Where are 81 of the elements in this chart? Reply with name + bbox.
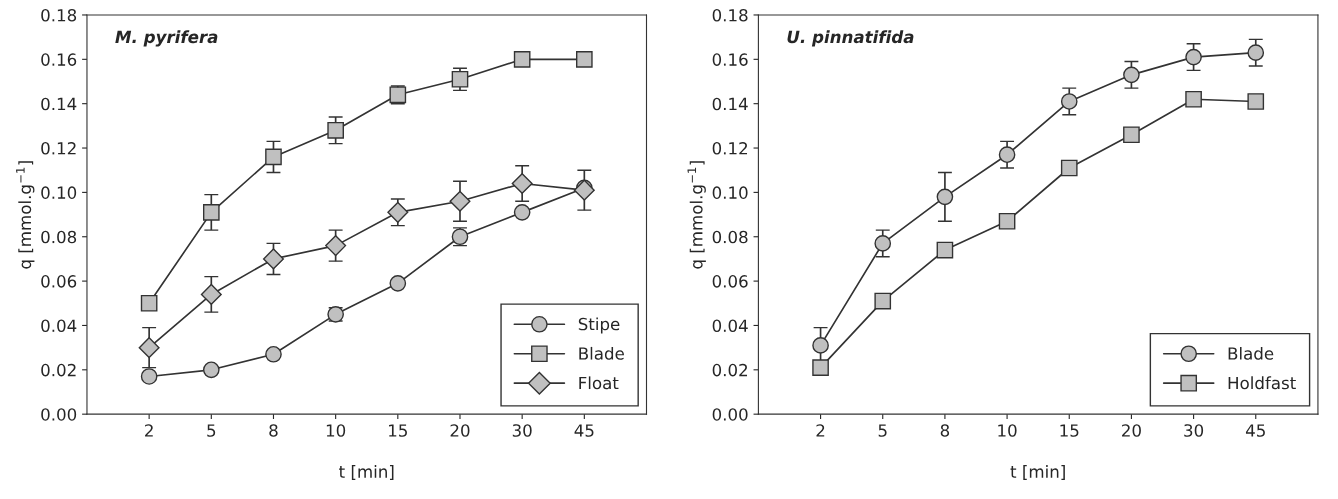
point [812, 359, 829, 376]
x-tick-label: 10 [998, 424, 1017, 437]
point [812, 337, 829, 354]
legend-label: Holdfast [1228, 376, 1296, 390]
y-tick-label: 0.16 [41, 53, 77, 66]
y-tick-label: 0.06 [712, 275, 748, 288]
y-tick-label: 0.04 [41, 319, 77, 333]
point [1247, 44, 1265, 62]
point [1123, 126, 1140, 144]
y-tick-label: 0.18 [712, 8, 748, 22]
point [874, 235, 892, 252]
point [998, 212, 1016, 230]
y-tick-label: 0.10 [712, 186, 748, 199]
point [449, 190, 471, 212]
x-tick-label: 8 [269, 424, 278, 437]
point [140, 294, 158, 312]
point [140, 368, 158, 385]
point [200, 283, 222, 305]
x-tick-label: 8 [940, 424, 950, 437]
point [1185, 48, 1202, 66]
x-tick-label: 20 [450, 424, 470, 437]
y-tick-label: 0.08 [41, 230, 77, 244]
y-tick-label: 0.10 [41, 186, 77, 199]
point [513, 50, 531, 68]
point [575, 50, 593, 68]
text: U. pinnatifida [787, 30, 914, 47]
point [265, 345, 282, 363]
x-tick-label: 45 [1245, 424, 1265, 437]
point [1185, 90, 1202, 108]
y-tick-label: 0.02 [712, 363, 748, 377]
point [513, 204, 531, 221]
y-tick-label: 0.04 [712, 319, 748, 333]
x-tick-label: 15 [389, 424, 407, 437]
point [1060, 159, 1078, 177]
x-tick-label: 5 [207, 424, 216, 437]
y-tick-label: 0.18 [41, 8, 77, 22]
x-axis-title: t [min] [339, 465, 394, 480]
point [202, 361, 220, 379]
point [389, 274, 407, 292]
x-tick-label: 30 [512, 424, 532, 437]
legend-label: Blade [579, 346, 624, 360]
x-tick-label: 20 [1122, 424, 1141, 437]
x-tick-label: 30 [1184, 424, 1204, 437]
x-tick-label: 2 [816, 424, 825, 437]
point [451, 70, 469, 88]
text: M. pyrifera [115, 30, 218, 47]
y-tick-label: 0.16 [712, 53, 748, 66]
x-axis-title: t [min] [1010, 465, 1065, 480]
y-tick-label: 0.08 [712, 230, 748, 244]
point [265, 148, 282, 166]
point [325, 235, 347, 257]
y-tick-label: 0.00 [41, 408, 77, 421]
point [202, 204, 220, 221]
y-tick-label: 0.14 [41, 97, 77, 111]
point [511, 173, 533, 195]
y-tick-label: 0.12 [712, 142, 748, 155]
y-tick-label: 0.02 [41, 363, 76, 377]
legend-label: Float [579, 376, 619, 390]
y-tick-label: 0.12 [41, 142, 76, 155]
x-tick-label: 5 [878, 424, 887, 437]
x-tick-label: 10 [326, 424, 346, 437]
point [936, 188, 954, 206]
point [998, 146, 1016, 164]
legend-label: Stipe [578, 317, 620, 334]
x-tick-label: 2 [145, 424, 153, 437]
point [936, 241, 954, 259]
point [262, 248, 284, 270]
point [1247, 93, 1265, 110]
y-tick-label: 0.00 [712, 408, 748, 421]
y-tick-label: 0.06 [41, 275, 77, 288]
point [1060, 93, 1078, 110]
y-axis-title: q [mmol.g$^{−1}$] [687, 161, 706, 269]
point [874, 292, 892, 310]
point [1123, 66, 1140, 84]
y-tick-label: 0.14 [712, 97, 748, 111]
point [138, 337, 160, 359]
x-tick-label: 15 [1060, 424, 1079, 437]
legend-label: Blade [1228, 346, 1274, 360]
y-axis-title: q [mmol.g$^{−1}$] [16, 161, 35, 269]
point [327, 121, 344, 139]
x-tick-label: 45 [574, 424, 594, 437]
